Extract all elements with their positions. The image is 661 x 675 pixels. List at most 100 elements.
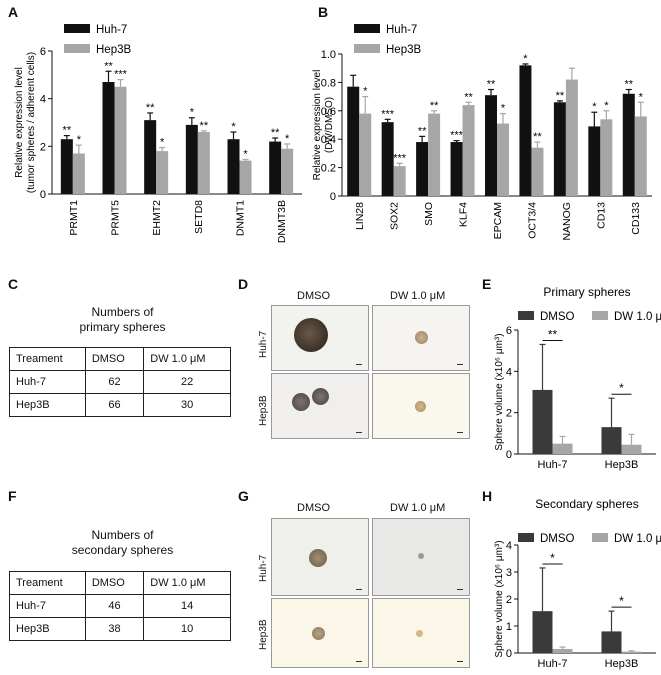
table-cell: Huh-7 <box>9 370 86 394</box>
y-tick-label: 0 <box>506 648 512 660</box>
x-tick-label: Huh-7 <box>538 658 568 670</box>
bar <box>450 142 463 196</box>
significance-mark: ** <box>487 79 496 91</box>
x-tick-label: PRMT5 <box>110 200 122 236</box>
chart-title: Primary spheres <box>543 285 630 299</box>
table-c-title-line2: primary spheres <box>79 320 166 334</box>
table-row: Huh-7 46 14 <box>9 594 231 618</box>
y-tick-label: 2 <box>506 594 512 606</box>
table-cell: 66 <box>84 393 145 417</box>
y-tick-label: 4 <box>40 94 46 106</box>
scale-bar <box>457 432 463 433</box>
x-tick-label: EHMT2 <box>151 200 163 236</box>
bar <box>601 427 622 454</box>
bar <box>281 148 294 194</box>
sphere-image-hep3b-dw <box>372 598 470 668</box>
x-tick-label: CD133 <box>630 202 642 235</box>
table-header: Treament <box>9 347 86 371</box>
bar <box>552 443 573 454</box>
x-tick-label: Huh-7 <box>538 459 568 471</box>
y-tick-label: 0 <box>506 449 512 461</box>
y-tick-label: 2 <box>506 408 512 420</box>
y-tick-label: 4 <box>506 540 512 552</box>
y-tick-label: 1 <box>506 621 512 633</box>
table-f-title-line2: secondary spheres <box>71 543 174 557</box>
table-row: Hep3B 38 10 <box>9 617 231 641</box>
table-header-row: Treament DMSO DW 1.0 μM <box>9 347 231 371</box>
significance-mark: * <box>285 133 290 145</box>
bar <box>60 139 73 194</box>
image-d-col-dmso: DMSO <box>297 290 330 302</box>
sphere-image-huh7-dw <box>372 305 470 371</box>
y-tick-label: 0.8 <box>321 77 336 89</box>
table-header: DMSO <box>84 347 145 371</box>
significance-mark: * <box>501 103 506 115</box>
y-tick-label: 4 <box>506 366 512 378</box>
legend-label: DW 1.0 μM <box>614 533 661 545</box>
image-g-col-dw: DW 1.0 μM <box>390 502 446 514</box>
x-tick-label: SOX2 <box>389 202 401 230</box>
sphere-image-huh7-dmso <box>271 518 369 596</box>
significance-mark: * <box>231 121 236 133</box>
image-g-col-dmso: DMSO <box>297 502 330 514</box>
legend-label: DMSO <box>540 533 575 545</box>
y-axis-label: Relative expression level <box>312 70 323 181</box>
significance-mark: * <box>550 551 555 565</box>
table-header: DMSO <box>84 571 145 595</box>
image-g-row-huh7: Huh-7 <box>258 554 269 582</box>
sphere-image-hep3b-dw <box>372 373 470 439</box>
legend-label: DMSO <box>540 311 575 323</box>
legend-swatch <box>518 533 534 542</box>
table-cell: 10 <box>143 617 231 641</box>
bar <box>622 93 635 196</box>
sphere <box>292 393 310 411</box>
legend-swatch <box>64 44 90 53</box>
image-d-row-huh7: Huh-7 <box>258 330 269 358</box>
x-tick-label: DNMT3B <box>276 200 288 243</box>
significance-mark: * <box>619 594 624 608</box>
bar <box>531 147 544 196</box>
x-tick-label: LIN28 <box>354 202 366 230</box>
bar <box>601 631 622 653</box>
legend-swatch <box>354 24 380 33</box>
significance-mark: * <box>243 148 248 160</box>
bar <box>102 81 115 194</box>
y-tick-label: 6 <box>40 46 46 58</box>
bar <box>553 102 566 196</box>
image-g-row-hep3b: Hep3B <box>258 619 269 650</box>
significance-mark: * <box>604 100 609 112</box>
y-tick-label: 2 <box>40 141 46 153</box>
table-cell: 22 <box>143 370 231 394</box>
legend-label: Huh-7 <box>386 24 417 36</box>
chart-title: Secondary spheres <box>535 497 638 511</box>
table-header: DW 1.0 μM <box>143 571 231 595</box>
table-f-title-line1: Numbers of <box>91 528 154 542</box>
sphere <box>418 553 424 559</box>
significance-mark: * <box>592 101 597 113</box>
legend-swatch <box>354 44 380 53</box>
panel-label-c: C <box>8 276 19 292</box>
significance-mark: *** <box>450 130 464 142</box>
table-c-title: Numbers of primary spheres <box>10 305 235 335</box>
sphere <box>415 331 428 344</box>
panel-label-b: B <box>318 4 329 20</box>
panel-label-h: H <box>482 488 493 504</box>
sphere <box>312 388 329 405</box>
sphere-image-huh7-dmso <box>271 305 369 371</box>
table-c-title-line1: Numbers of <box>91 305 154 319</box>
significance-mark: ** <box>430 100 439 112</box>
bar <box>144 120 157 194</box>
panel-label-f: F <box>8 488 17 504</box>
y-tick-label: 0.6 <box>321 106 336 118</box>
panel-label-d: D <box>238 276 249 292</box>
table-cell: Hep3B <box>9 617 86 641</box>
bar <box>227 139 240 194</box>
legend-label: DW 1.0 μM <box>614 311 661 323</box>
table-cell: Hep3B <box>9 393 86 417</box>
sphere-image-huh7-dw <box>372 518 470 596</box>
bar <box>197 132 210 194</box>
bar <box>185 124 198 194</box>
x-tick-label: SMO <box>423 202 435 226</box>
table-row: Hep3B 66 30 <box>9 393 231 417</box>
